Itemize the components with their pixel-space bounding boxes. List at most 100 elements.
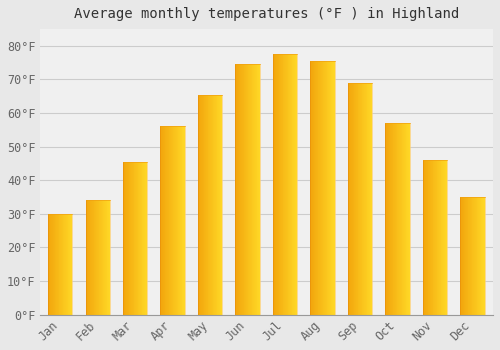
Bar [480, 197, 482, 315]
Bar [282, 54, 284, 315]
Bar [132, 162, 134, 315]
Bar [57, 214, 58, 315]
Bar [52, 214, 53, 315]
Bar [278, 54, 280, 315]
Bar [237, 64, 238, 315]
Bar [274, 54, 276, 315]
Bar [290, 54, 291, 315]
Bar [249, 64, 250, 315]
Bar [101, 200, 102, 315]
Bar [146, 162, 148, 315]
Bar [318, 61, 320, 315]
Bar [351, 83, 352, 315]
Bar [144, 162, 145, 315]
Bar [170, 126, 171, 315]
Bar [163, 126, 164, 315]
Bar [355, 83, 356, 315]
Bar [98, 200, 100, 315]
Bar [315, 61, 316, 315]
Bar [352, 83, 354, 315]
Bar [443, 160, 444, 315]
Bar [204, 94, 205, 315]
Bar [442, 160, 443, 315]
Bar [205, 94, 206, 315]
Bar [289, 54, 290, 315]
Bar [444, 160, 446, 315]
Bar [394, 123, 395, 315]
Bar [482, 197, 483, 315]
Bar [440, 160, 442, 315]
Bar [251, 64, 252, 315]
Bar [145, 162, 146, 315]
Bar [330, 61, 332, 315]
Bar [348, 83, 350, 315]
Bar [404, 123, 405, 315]
Bar [474, 197, 475, 315]
Bar [467, 197, 468, 315]
Bar [391, 123, 392, 315]
Bar [141, 162, 142, 315]
Bar [392, 123, 394, 315]
Bar [259, 64, 260, 315]
Bar [210, 94, 211, 315]
Bar [56, 214, 57, 315]
Bar [208, 94, 210, 315]
Bar [66, 214, 68, 315]
Bar [164, 126, 166, 315]
Bar [104, 200, 105, 315]
Bar [182, 126, 183, 315]
Bar [128, 162, 130, 315]
Bar [183, 126, 184, 315]
Bar [291, 54, 292, 315]
Bar [312, 61, 313, 315]
Bar [93, 200, 94, 315]
Bar [65, 214, 66, 315]
Bar [244, 64, 245, 315]
Bar [142, 162, 144, 315]
Bar [49, 214, 50, 315]
Bar [175, 126, 176, 315]
Bar [435, 160, 436, 315]
Bar [96, 200, 97, 315]
Bar [50, 214, 51, 315]
Bar [218, 94, 219, 315]
Bar [478, 197, 479, 315]
Bar [425, 160, 426, 315]
Bar [171, 126, 172, 315]
Bar [326, 61, 328, 315]
Bar [483, 197, 484, 315]
Bar [360, 83, 361, 315]
Bar [387, 123, 388, 315]
Bar [285, 54, 286, 315]
Bar [102, 200, 104, 315]
Bar [256, 64, 258, 315]
Bar [220, 94, 222, 315]
Bar [207, 94, 208, 315]
Bar [124, 162, 126, 315]
Bar [281, 54, 282, 315]
Bar [292, 54, 293, 315]
Bar [180, 126, 181, 315]
Bar [333, 61, 334, 315]
Bar [184, 126, 185, 315]
Bar [436, 160, 438, 315]
Bar [313, 61, 314, 315]
Bar [296, 54, 297, 315]
Bar [284, 54, 285, 315]
Bar [62, 214, 64, 315]
Bar [407, 123, 408, 315]
Bar [123, 162, 124, 315]
Bar [432, 160, 434, 315]
Bar [242, 64, 244, 315]
Bar [464, 197, 465, 315]
Bar [61, 214, 62, 315]
Bar [200, 94, 201, 315]
Bar [140, 162, 141, 315]
Bar [127, 162, 128, 315]
Bar [438, 160, 439, 315]
Bar [126, 162, 127, 315]
Bar [202, 94, 203, 315]
Bar [358, 83, 359, 315]
Bar [286, 54, 288, 315]
Bar [409, 123, 410, 315]
